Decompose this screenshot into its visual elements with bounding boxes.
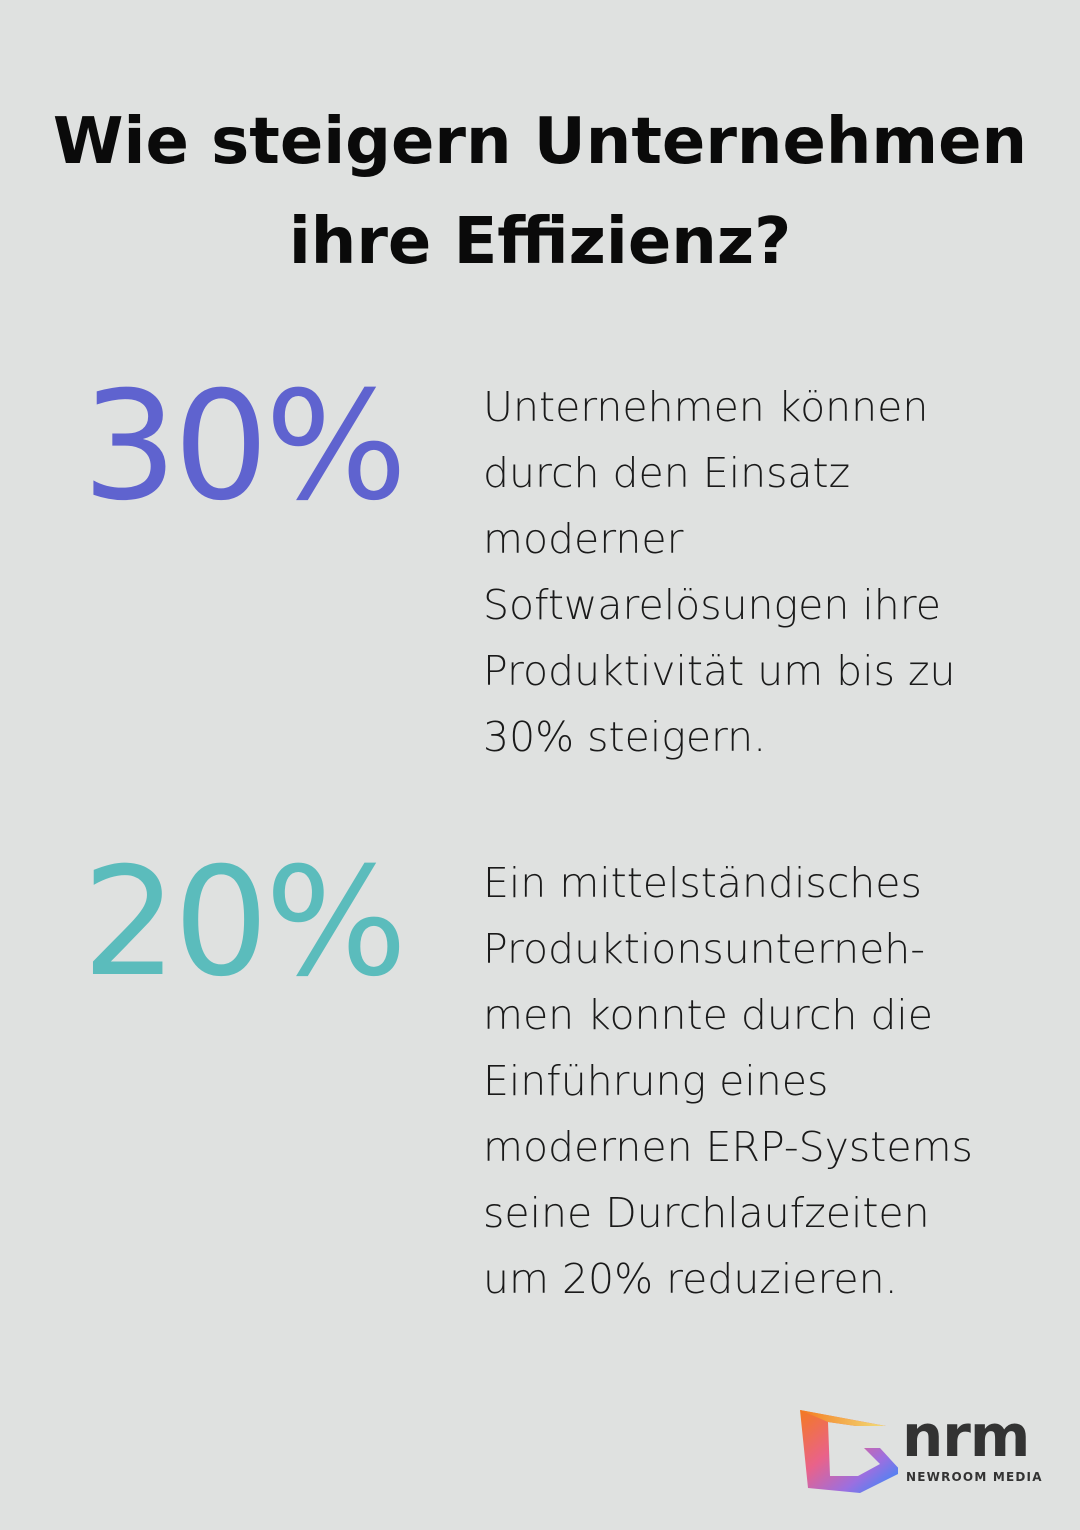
stat-value-30: 30% bbox=[82, 360, 407, 534]
logo-subtitle: NEWROOM MEDIA bbox=[906, 1470, 1043, 1484]
desc-line: Ein mittelständisches bbox=[483, 859, 922, 907]
desc-line: 30% steigern. bbox=[483, 713, 767, 761]
desc-line: modernen ERP-Systems bbox=[483, 1123, 973, 1171]
logo-wordmark: nrm bbox=[902, 1402, 1030, 1470]
title-line: ihre Effizienz? bbox=[288, 205, 792, 279]
desc-line: Produktionsunterneh- bbox=[483, 925, 926, 973]
desc-line: durch den Einsatz bbox=[483, 449, 851, 497]
desc-line: Unternehmen können bbox=[483, 383, 929, 431]
stat-description-20: Ein mittelständisches Produktionsunterne… bbox=[483, 850, 973, 1312]
desc-line: Produktivität um bis zu bbox=[483, 647, 956, 695]
newroom-media-logo: nrm NEWROOM MEDIA bbox=[798, 1402, 1048, 1498]
desc-line: Softwarelösungen ihre bbox=[483, 581, 941, 629]
desc-line: Einführung eines bbox=[483, 1057, 829, 1105]
desc-line: men konnte durch die bbox=[483, 991, 934, 1039]
stat-value-20: 20% bbox=[82, 836, 407, 1010]
desc-line: moderner bbox=[483, 515, 684, 563]
logo-mark-icon bbox=[800, 1410, 902, 1493]
desc-line: um 20% reduzieren. bbox=[483, 1255, 898, 1303]
desc-line: seine Durchlaufzeiten bbox=[483, 1189, 930, 1237]
page-title: Wie steigern Unternehmen ihre Effizienz? bbox=[0, 92, 1080, 292]
stat-description-30: Unternehmen können durch den Einsatz mod… bbox=[483, 374, 956, 770]
title-line: Wie steigern Unternehmen bbox=[52, 105, 1028, 179]
